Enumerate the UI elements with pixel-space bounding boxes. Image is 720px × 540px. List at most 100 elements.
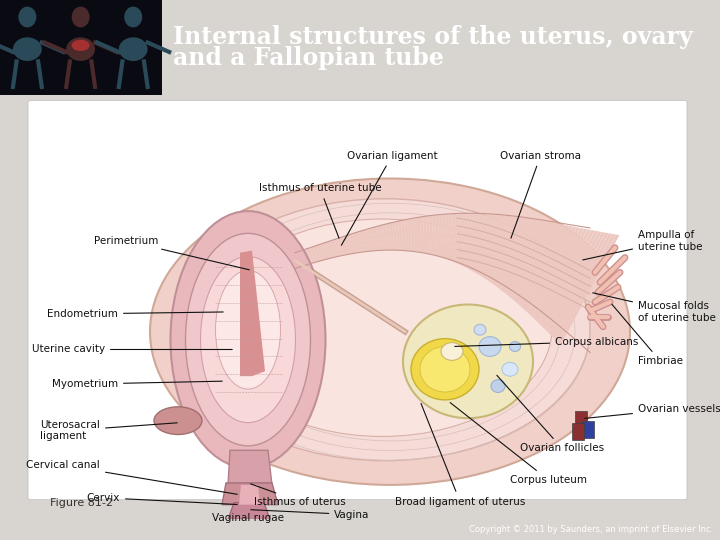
Polygon shape bbox=[480, 215, 501, 276]
Polygon shape bbox=[522, 225, 566, 310]
Polygon shape bbox=[320, 243, 328, 260]
Text: Uterine cavity: Uterine cavity bbox=[32, 345, 233, 354]
Polygon shape bbox=[352, 232, 360, 253]
Polygon shape bbox=[349, 233, 357, 253]
Polygon shape bbox=[467, 214, 484, 269]
Polygon shape bbox=[346, 234, 354, 254]
Polygon shape bbox=[325, 241, 333, 259]
Polygon shape bbox=[405, 219, 409, 251]
Polygon shape bbox=[527, 226, 573, 314]
Text: Figure 81-2: Figure 81-2 bbox=[50, 498, 113, 508]
Ellipse shape bbox=[200, 256, 295, 423]
Polygon shape bbox=[355, 232, 363, 253]
Bar bbox=[582, 421, 594, 438]
Ellipse shape bbox=[124, 6, 142, 28]
Text: Corpus albicans: Corpus albicans bbox=[455, 336, 639, 347]
Text: Ampulla of
uterine tube: Ampulla of uterine tube bbox=[582, 230, 703, 260]
Text: Ovarian stroma: Ovarian stroma bbox=[500, 151, 581, 238]
Polygon shape bbox=[433, 215, 440, 256]
Polygon shape bbox=[558, 234, 619, 345]
Polygon shape bbox=[420, 217, 423, 253]
Polygon shape bbox=[313, 245, 321, 262]
Polygon shape bbox=[515, 222, 555, 303]
Polygon shape bbox=[410, 218, 415, 252]
Polygon shape bbox=[343, 235, 351, 254]
Polygon shape bbox=[389, 222, 395, 250]
Polygon shape bbox=[414, 218, 418, 252]
Polygon shape bbox=[518, 223, 559, 306]
Polygon shape bbox=[370, 227, 377, 251]
Polygon shape bbox=[529, 227, 577, 316]
Polygon shape bbox=[436, 214, 443, 257]
FancyBboxPatch shape bbox=[28, 100, 687, 500]
Polygon shape bbox=[364, 229, 372, 251]
Text: Corpus luteum: Corpus luteum bbox=[450, 403, 587, 485]
Polygon shape bbox=[496, 218, 526, 288]
Ellipse shape bbox=[13, 37, 42, 61]
Ellipse shape bbox=[403, 305, 533, 418]
Polygon shape bbox=[457, 214, 470, 265]
Text: Isthmus of uterus: Isthmus of uterus bbox=[251, 484, 346, 507]
Polygon shape bbox=[228, 450, 272, 485]
Polygon shape bbox=[462, 214, 477, 267]
Polygon shape bbox=[469, 214, 487, 271]
Text: Mucosal folds
of uterine tube: Mucosal folds of uterine tube bbox=[593, 293, 716, 323]
Polygon shape bbox=[454, 214, 467, 264]
Polygon shape bbox=[361, 230, 369, 252]
Polygon shape bbox=[503, 220, 537, 294]
Polygon shape bbox=[377, 225, 384, 251]
Text: Cervical canal: Cervical canal bbox=[26, 460, 238, 494]
Text: Endometrium: Endometrium bbox=[47, 309, 223, 319]
Polygon shape bbox=[341, 236, 348, 255]
Ellipse shape bbox=[502, 362, 518, 376]
Polygon shape bbox=[482, 215, 505, 278]
Polygon shape bbox=[398, 220, 403, 251]
Polygon shape bbox=[240, 251, 265, 376]
Polygon shape bbox=[386, 223, 392, 250]
Polygon shape bbox=[487, 216, 512, 281]
Text: Isthmus of uterine tube: Isthmus of uterine tube bbox=[258, 184, 382, 238]
Text: Ovarian follicles: Ovarian follicles bbox=[497, 375, 604, 453]
Ellipse shape bbox=[215, 271, 281, 389]
Polygon shape bbox=[492, 217, 519, 285]
Ellipse shape bbox=[491, 380, 505, 393]
Polygon shape bbox=[539, 230, 591, 326]
Ellipse shape bbox=[154, 407, 202, 435]
Ellipse shape bbox=[66, 37, 95, 61]
Polygon shape bbox=[544, 231, 598, 330]
Ellipse shape bbox=[212, 219, 552, 436]
Polygon shape bbox=[556, 234, 616, 343]
Text: Myometrium: Myometrium bbox=[52, 379, 222, 389]
Polygon shape bbox=[426, 216, 430, 254]
Ellipse shape bbox=[420, 347, 470, 392]
Polygon shape bbox=[292, 252, 300, 268]
Polygon shape bbox=[323, 242, 330, 259]
Polygon shape bbox=[474, 215, 494, 274]
Polygon shape bbox=[449, 214, 459, 261]
Text: and a Fallopian tube: and a Fallopian tube bbox=[173, 46, 444, 70]
Polygon shape bbox=[428, 215, 433, 255]
Polygon shape bbox=[505, 220, 541, 296]
Text: Broad ligament of uterus: Broad ligament of uterus bbox=[395, 403, 525, 507]
Polygon shape bbox=[452, 214, 463, 262]
Polygon shape bbox=[305, 248, 312, 265]
Polygon shape bbox=[431, 215, 436, 255]
Polygon shape bbox=[307, 247, 315, 264]
Polygon shape bbox=[525, 225, 570, 312]
Polygon shape bbox=[477, 215, 498, 275]
Ellipse shape bbox=[441, 342, 463, 360]
Polygon shape bbox=[222, 483, 278, 505]
Text: Internal structures of the uterus, ovary: Internal structures of the uterus, ovary bbox=[173, 25, 693, 49]
Polygon shape bbox=[444, 214, 453, 259]
Polygon shape bbox=[489, 217, 516, 283]
Polygon shape bbox=[401, 220, 406, 251]
Ellipse shape bbox=[119, 37, 148, 61]
Polygon shape bbox=[417, 217, 420, 252]
Polygon shape bbox=[536, 228, 588, 323]
Polygon shape bbox=[374, 226, 381, 251]
Polygon shape bbox=[299, 250, 307, 266]
Text: Uterosacral
ligament: Uterosacral ligament bbox=[40, 420, 177, 441]
Polygon shape bbox=[498, 219, 530, 290]
Polygon shape bbox=[239, 485, 260, 505]
Polygon shape bbox=[551, 233, 609, 338]
